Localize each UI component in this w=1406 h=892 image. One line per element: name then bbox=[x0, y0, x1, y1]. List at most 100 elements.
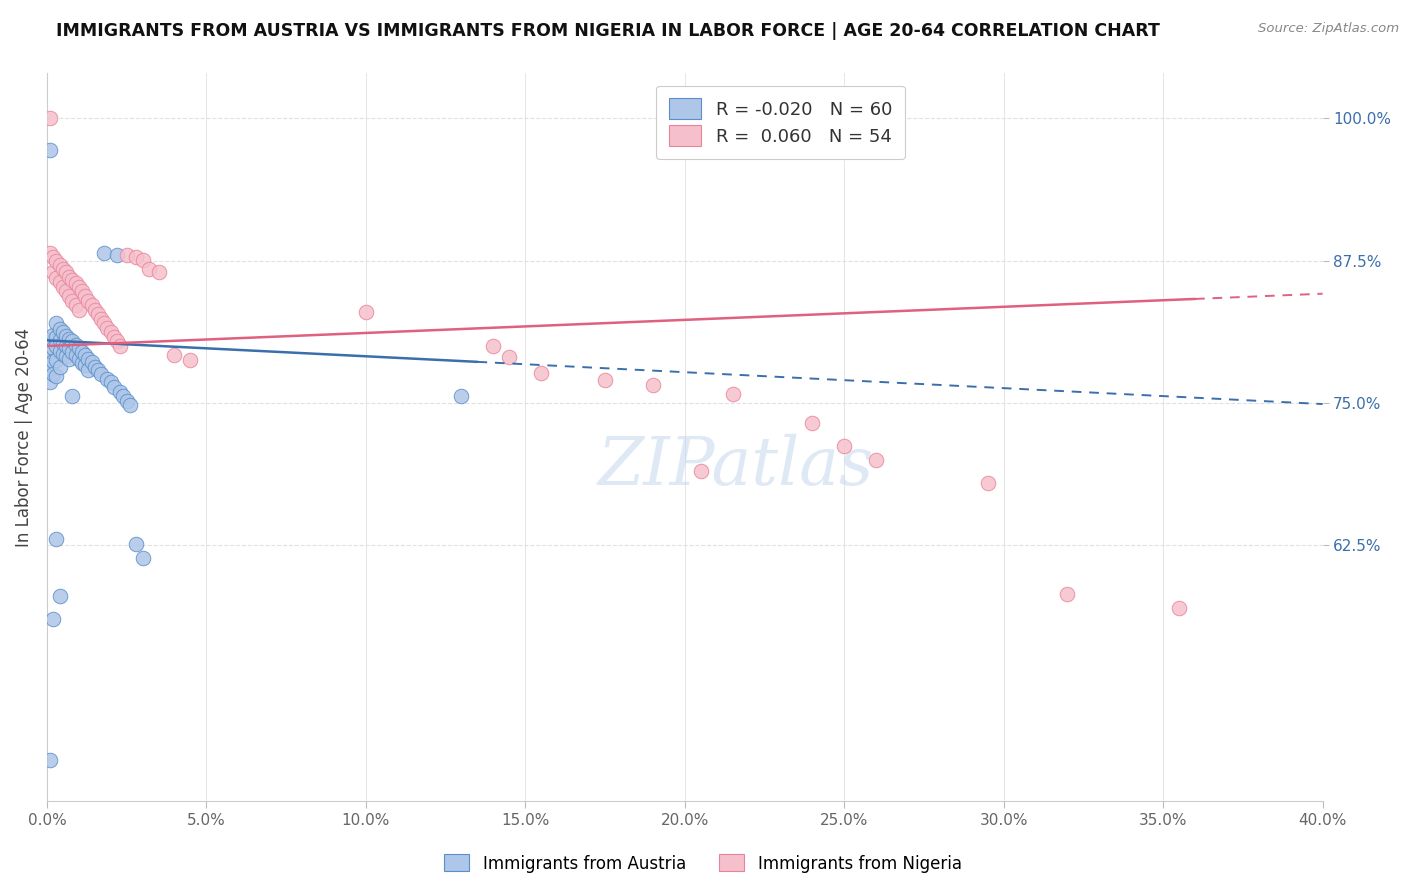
Point bbox=[39, 343, 62, 358]
Point bbox=[110, 339, 132, 353]
Point bbox=[721, 387, 744, 401]
Legend: Immigrants from Austria, Immigrants from Nigeria: Immigrants from Austria, Immigrants from… bbox=[437, 847, 969, 880]
Point bbox=[87, 307, 110, 321]
Point bbox=[48, 359, 70, 374]
Point bbox=[39, 334, 62, 348]
Point bbox=[80, 355, 103, 369]
Point bbox=[138, 261, 160, 276]
Point bbox=[48, 322, 70, 336]
Point bbox=[42, 341, 65, 355]
Point bbox=[48, 258, 70, 272]
Point bbox=[39, 112, 62, 126]
Text: IMMIGRANTS FROM AUSTRIA VS IMMIGRANTS FROM NIGERIA IN LABOR FORCE | AGE 20-64 CO: IMMIGRANTS FROM AUSTRIA VS IMMIGRANTS FR… bbox=[56, 22, 1160, 40]
Point bbox=[42, 612, 65, 626]
Point bbox=[45, 533, 67, 547]
Text: Source: ZipAtlas.com: Source: ZipAtlas.com bbox=[1258, 22, 1399, 36]
Point bbox=[45, 316, 67, 330]
Point bbox=[530, 367, 553, 381]
Point bbox=[125, 250, 148, 264]
Point bbox=[52, 347, 75, 361]
Point bbox=[1056, 587, 1078, 601]
Point bbox=[55, 349, 77, 363]
Point bbox=[110, 384, 132, 399]
Point bbox=[641, 377, 664, 392]
Point bbox=[45, 270, 67, 285]
Point bbox=[354, 305, 377, 319]
Point bbox=[80, 298, 103, 312]
Point bbox=[52, 261, 75, 276]
Point bbox=[131, 550, 153, 565]
Point bbox=[48, 343, 70, 358]
Point bbox=[42, 265, 65, 279]
Point bbox=[45, 330, 67, 344]
Point bbox=[90, 311, 112, 326]
Point bbox=[103, 380, 125, 394]
Point bbox=[83, 302, 105, 317]
Point bbox=[179, 352, 201, 367]
Point bbox=[39, 361, 62, 376]
Point bbox=[58, 341, 80, 355]
Point bbox=[39, 144, 62, 158]
Point bbox=[75, 289, 97, 303]
Y-axis label: In Labor Force | Age 20-64: In Labor Force | Age 20-64 bbox=[15, 327, 32, 547]
Point bbox=[103, 330, 125, 344]
Point bbox=[832, 439, 855, 453]
Point bbox=[112, 389, 135, 403]
Point bbox=[96, 321, 118, 335]
Point bbox=[65, 348, 87, 362]
Point bbox=[65, 277, 87, 291]
Point bbox=[77, 351, 100, 366]
Point bbox=[39, 245, 62, 260]
Point bbox=[45, 368, 67, 383]
Point bbox=[42, 327, 65, 342]
Point bbox=[55, 265, 77, 279]
Point bbox=[67, 351, 90, 366]
Point bbox=[976, 475, 998, 490]
Point bbox=[48, 276, 70, 290]
Point bbox=[55, 328, 77, 343]
Point bbox=[60, 273, 83, 287]
Point bbox=[67, 280, 90, 294]
Point bbox=[42, 250, 65, 264]
Point bbox=[55, 285, 77, 299]
Point bbox=[52, 280, 75, 294]
Point bbox=[45, 253, 67, 268]
Point bbox=[77, 363, 100, 377]
Point bbox=[58, 332, 80, 346]
Point bbox=[100, 326, 122, 340]
Point bbox=[65, 298, 87, 312]
Point bbox=[58, 289, 80, 303]
Point bbox=[60, 344, 83, 359]
Point bbox=[801, 417, 824, 431]
Point bbox=[67, 302, 90, 317]
Point bbox=[65, 338, 87, 352]
Point bbox=[125, 537, 148, 551]
Point bbox=[115, 248, 138, 262]
Point bbox=[105, 334, 128, 349]
Point bbox=[118, 398, 141, 412]
Point bbox=[148, 265, 170, 279]
Point bbox=[450, 389, 472, 403]
Point bbox=[90, 368, 112, 382]
Point bbox=[593, 373, 616, 387]
Point bbox=[100, 376, 122, 390]
Point bbox=[96, 372, 118, 386]
Point bbox=[131, 252, 153, 267]
Point bbox=[75, 348, 97, 362]
Point bbox=[77, 293, 100, 308]
Text: ZIPatlas: ZIPatlas bbox=[598, 434, 875, 499]
Point bbox=[42, 354, 65, 368]
Point bbox=[482, 339, 505, 353]
Point bbox=[70, 285, 93, 299]
Point bbox=[45, 339, 67, 353]
Point bbox=[93, 245, 115, 260]
Point bbox=[67, 341, 90, 355]
Point bbox=[60, 334, 83, 349]
Point bbox=[45, 352, 67, 367]
Point bbox=[498, 351, 520, 365]
Point bbox=[52, 326, 75, 340]
Point bbox=[83, 359, 105, 374]
Point bbox=[689, 464, 711, 478]
Point bbox=[865, 452, 887, 467]
Point bbox=[105, 248, 128, 262]
